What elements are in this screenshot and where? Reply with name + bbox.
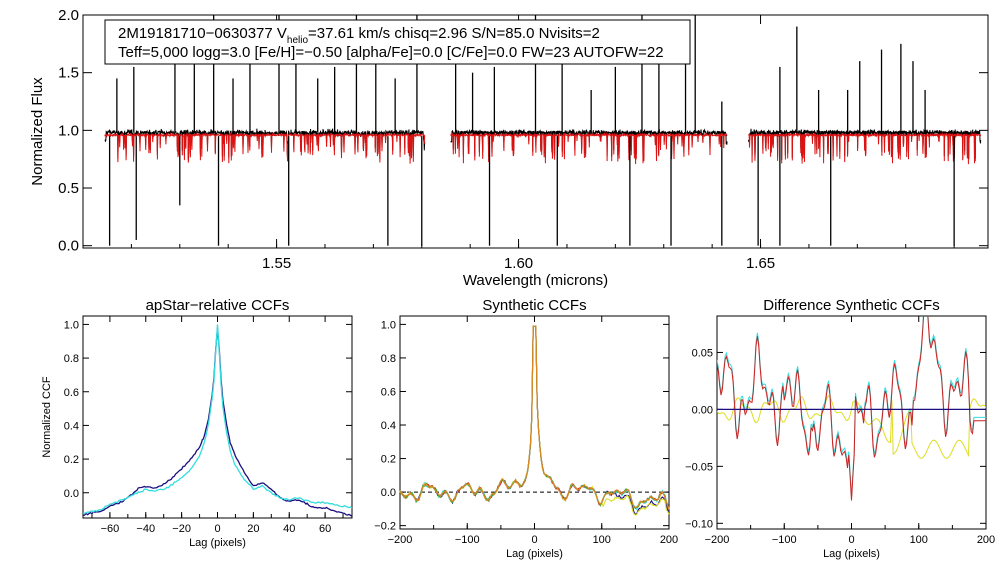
y-axis-label: Normalized CCF bbox=[41, 376, 53, 458]
difference-ccf-panel: −200 −100 0 100 200 −0.10 −0.05 0.00 0.05 Differe… bbox=[685, 297, 995, 560]
plot-frame bbox=[82, 315, 353, 519]
y-tick-label: 0.4 bbox=[64, 420, 79, 432]
x-tick-label: −40 bbox=[136, 523, 155, 535]
synthetic-ccf-line-3 bbox=[399, 325, 670, 516]
x-tick-label: 0 bbox=[531, 534, 537, 546]
x-tick-label: 40 bbox=[283, 523, 295, 535]
x-tick-label: 1.55 bbox=[262, 255, 291, 272]
synthetic-ccf-line-1 bbox=[399, 325, 670, 516]
difference-line-red bbox=[717, 316, 986, 501]
plot-frame bbox=[716, 315, 987, 530]
spectrum-lines bbox=[104, 15, 982, 246]
x-tick-label: 60 bbox=[319, 523, 331, 535]
ccf-line-1 bbox=[82, 327, 353, 517]
x-tick-label: −200 bbox=[705, 534, 730, 546]
synthetic-ccf-line-5 bbox=[399, 325, 670, 510]
synthetic-ccf-line-6 bbox=[399, 325, 670, 510]
y-tick-label: −0.10 bbox=[685, 518, 713, 530]
y-tick-label: 0.4 bbox=[381, 420, 396, 432]
x-tick-label: −200 bbox=[388, 534, 413, 546]
x-tick-label: 0 bbox=[214, 523, 220, 535]
info-line-1: 2M19181710−0630377 Vhelio=37.61 km/s chi… bbox=[118, 25, 600, 46]
model-spectrum-chip-2 bbox=[450, 131, 728, 165]
y-tick-label: 0.2 bbox=[381, 454, 396, 466]
y-tick-label: 0.0 bbox=[64, 488, 79, 500]
synthetic-ccf-line-4 bbox=[399, 325, 670, 509]
x-tick-label: 0 bbox=[848, 534, 854, 546]
observed-spectrum-chip-2 bbox=[450, 128, 728, 159]
x-tick-label: 200 bbox=[660, 534, 678, 546]
model-spectrum-chip-1 bbox=[104, 131, 426, 164]
y-tick-label: 0.05 bbox=[692, 347, 713, 359]
chart-title: Synthetic CCFs bbox=[482, 297, 586, 314]
apstar-ccf-panel: −60 −40 −20 0 20 40 60 0.0 0.2 0.4 0.6 0.8 1.0 apStar… bbox=[41, 297, 353, 549]
difference-lines bbox=[717, 316, 986, 501]
spectrum-panel: 1.55 1.60 1.65 0.0 0.5 1.0 1.5 2.0 Wavelength (m… bbox=[29, 7, 989, 289]
y-tick-label: 1.5 bbox=[58, 65, 79, 82]
y-tick-label: 0.6 bbox=[64, 387, 79, 399]
y-tick-label: 0.6 bbox=[381, 386, 396, 398]
y-tick-label: 0.0 bbox=[58, 238, 79, 255]
info-box-frame bbox=[104, 19, 691, 65]
x-tick-label: −100 bbox=[772, 534, 797, 546]
y-tick-label: 0.00 bbox=[692, 404, 713, 416]
y-tick-label: 1.0 bbox=[381, 319, 396, 331]
y-tick-label: 0.8 bbox=[381, 353, 396, 365]
y-tick-label: 0.8 bbox=[64, 353, 79, 365]
y-tick-label: 0.0 bbox=[381, 487, 396, 499]
y-tick-label: 2.0 bbox=[58, 7, 79, 24]
x-axis-label: Lag (pixels) bbox=[189, 537, 246, 549]
y-tick-label: 1.0 bbox=[64, 319, 79, 331]
x-tick-label: 1.65 bbox=[746, 255, 775, 272]
x-axis-label: Wavelength (microns) bbox=[463, 272, 608, 289]
y-tick-label: −0.05 bbox=[685, 461, 713, 473]
info-line-2: Teff=5,000 logg=3.0 [Fe/H]=−0.50 [alpha/… bbox=[118, 44, 664, 61]
synthetic-ccf-panel: −200 −100 0 100 200 −0.2 0.0 0.2 0.4 0.6 0.8 1.0 Syn… bbox=[374, 297, 678, 560]
chart-title: Difference Synthetic CCFs bbox=[763, 297, 939, 314]
chart-title: apStar−relative CCFs bbox=[146, 297, 290, 314]
x-tick-label: −20 bbox=[172, 523, 191, 535]
difference-line-yellow bbox=[717, 395, 986, 459]
x-tick-label: 20 bbox=[247, 523, 259, 535]
x-axis-label: Lag (pixels) bbox=[823, 548, 880, 560]
x-axis-label: Lag (pixels) bbox=[506, 548, 563, 560]
x-tick-label: −100 bbox=[455, 534, 480, 546]
x-tick-label: 100 bbox=[910, 534, 928, 546]
synthetic-ccf-line-2 bbox=[399, 325, 670, 511]
info-box: 2M19181710−0630377 Vhelio=37.61 km/s chi… bbox=[104, 19, 691, 65]
y-tick-label: 0.2 bbox=[64, 454, 79, 466]
x-tick-label: 1.60 bbox=[504, 255, 533, 272]
y-tick-label: −0.2 bbox=[374, 521, 396, 533]
ccf-line-2 bbox=[82, 324, 353, 514]
y-tick-label: 1.0 bbox=[58, 122, 79, 139]
plot-frame bbox=[399, 315, 670, 530]
x-tick-label: 200 bbox=[977, 534, 995, 546]
y-tick-label: 0.5 bbox=[58, 180, 79, 197]
y-axis-label: Normalized Flux bbox=[29, 77, 46, 186]
x-tick-label: 100 bbox=[593, 534, 611, 546]
x-tick-label: −60 bbox=[101, 523, 120, 535]
model-spectrum-chip-3 bbox=[747, 131, 982, 165]
